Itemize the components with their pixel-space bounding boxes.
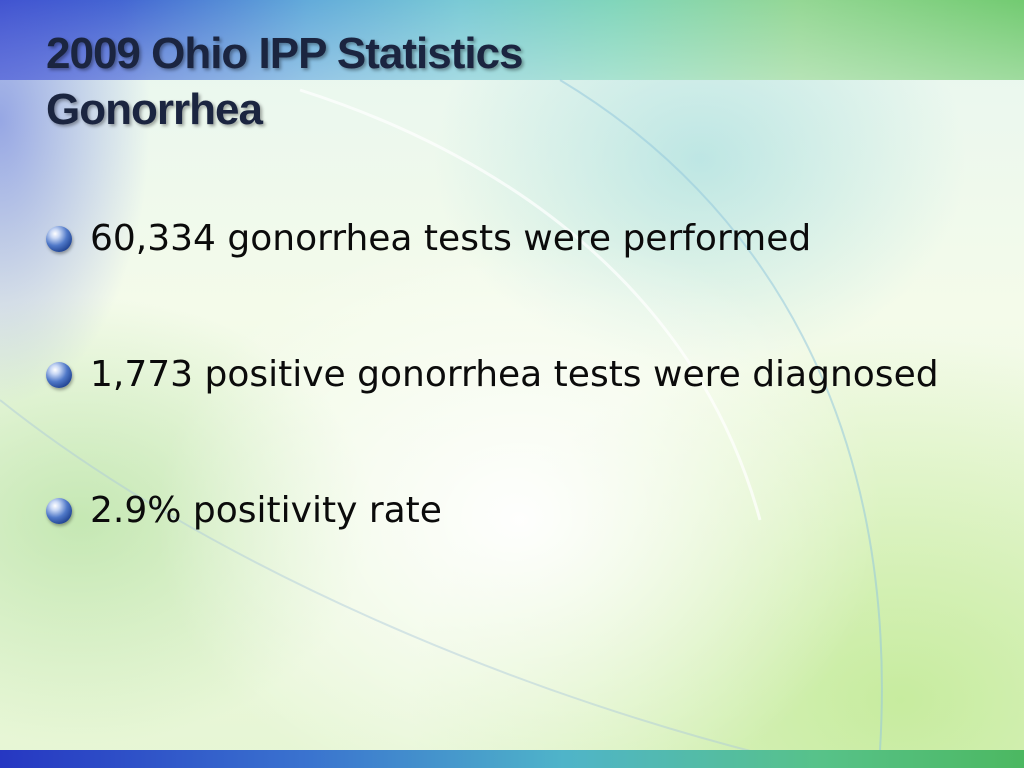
- sphere-bullet-icon: [46, 498, 72, 524]
- bullet-text: 2.9% positivity rate: [90, 490, 442, 531]
- sphere-bullet-icon: [46, 226, 72, 252]
- left-blue-glow: [0, 0, 220, 430]
- title-line-1: 2009 Ohio IPP Statistics: [46, 29, 524, 78]
- bullet-item: 60,334 gonorrhea tests were performed: [46, 212, 946, 266]
- sphere-bullet-icon: [46, 362, 72, 388]
- slide-title: 2009 Ohio IPP Statistics Gonorrhea: [46, 26, 524, 138]
- bullet-text: 1,773 positive gonorrhea tests were diag…: [90, 354, 939, 395]
- bullet-list: 60,334 gonorrhea tests were performed 1,…: [46, 212, 946, 620]
- bullet-text: 60,334 gonorrhea tests were performed: [90, 218, 812, 259]
- title-line-2: Gonorrhea: [46, 85, 263, 134]
- bottom-gradient-bar: [0, 750, 1024, 768]
- bullet-item: 2.9% positivity rate: [46, 484, 946, 538]
- bullet-item: 1,773 positive gonorrhea tests were diag…: [46, 348, 946, 402]
